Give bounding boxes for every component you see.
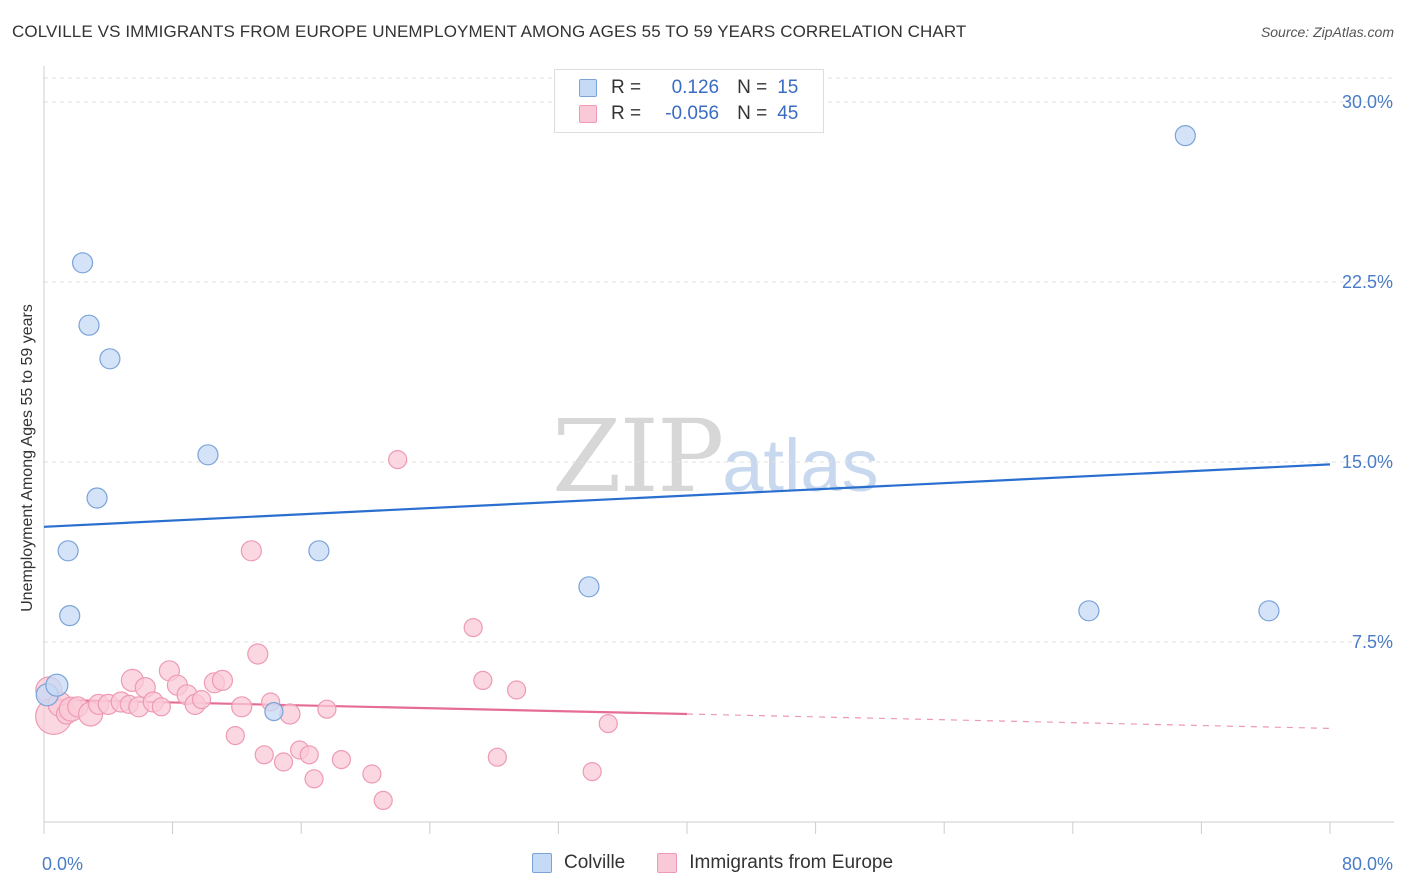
immigrants-point-44 — [598, 713, 618, 734]
data-points — [35, 125, 1280, 811]
y-tick-label-3: 30.0% — [1342, 92, 1393, 112]
y-tick-label-0: 7.5% — [1352, 632, 1393, 652]
colville-point-8 — [197, 444, 219, 466]
colville-point-10 — [308, 540, 330, 562]
immigrants-point-25 — [240, 540, 262, 562]
colville-point-6 — [86, 487, 108, 509]
colville-point-9 — [264, 701, 284, 722]
colville-point-2 — [57, 540, 79, 562]
immigrants-n-label: N = — [737, 103, 768, 124]
colville-legend-label: Colville — [564, 852, 626, 873]
immigrants-point-22 — [211, 669, 234, 692]
immigrants-point-35 — [331, 749, 351, 770]
immigrants-point-29 — [273, 752, 294, 772]
immigrants-swatch — [579, 105, 597, 123]
immigrants-trend-extension — [686, 713, 1331, 729]
immigrants-point-43 — [582, 761, 602, 782]
colville-point-14 — [1258, 600, 1280, 622]
colville-point-13 — [1174, 125, 1196, 147]
immigrants-r-value: -0.056 — [665, 103, 720, 124]
immigrants-point-41 — [487, 747, 507, 767]
immigrants-point-33 — [304, 769, 324, 789]
immigrants-point-36 — [362, 764, 382, 784]
y-tick-label-1: 15.0% — [1342, 452, 1393, 472]
immigrants-point-38 — [388, 450, 408, 470]
chart-title: COLVILLE VS IMMIGRANTS FROM EUROPE UNEMP… — [12, 22, 967, 41]
immigrants-point-42 — [507, 680, 527, 700]
colville-point-7 — [99, 348, 121, 370]
colville-point-1 — [45, 673, 69, 697]
legend-row-immigrants: R = -0.056 N = 45 — [579, 101, 798, 127]
immigrants-point-20 — [191, 689, 212, 710]
immigrants-point-39 — [463, 617, 483, 638]
immigrants-point-15 — [151, 697, 171, 717]
colville-trend-line — [43, 463, 1331, 528]
colville-point-5 — [78, 314, 100, 336]
immigrants-point-23 — [225, 725, 245, 746]
colville-point-12 — [1078, 600, 1100, 622]
immigrants-point-37 — [373, 790, 393, 811]
y-tick-label-2: 22.5% — [1342, 272, 1393, 292]
colville-point-4 — [71, 252, 94, 274]
trend-lines — [43, 463, 1331, 729]
source-credit: Source: ZipAtlas.com — [1260, 24, 1394, 40]
colville-n-value: 15 — [777, 77, 799, 98]
tick-labels: 7.5% 15.0% 22.5% 30.0% 0.0% 80.0% — [42, 92, 1393, 874]
immigrants-point-26 — [247, 643, 269, 665]
immigrants-point-34 — [317, 699, 337, 719]
immigrants-n-value: 45 — [777, 103, 799, 124]
immigrants-point-27 — [254, 745, 274, 765]
x-tick-label-0: 0.0% — [42, 854, 83, 874]
stats-legend: R = 0.126 N = 15 R = -0.056 N = 45 — [554, 69, 824, 133]
legend-row-colville: R = 0.126 N = 15 — [579, 75, 798, 101]
series-legend: Colville Immigrants from Europe — [532, 852, 893, 874]
colville-r-label: R = — [611, 77, 642, 98]
colville-point-3 — [59, 604, 81, 627]
immigrants-r-label: R = — [611, 103, 642, 124]
immigrants-point-40 — [473, 670, 493, 691]
colville-n-label: N = — [737, 77, 768, 98]
x-tick-label-1: 80.0% — [1342, 854, 1393, 874]
colville-swatch — [579, 79, 597, 97]
immigrants-point-24 — [231, 696, 253, 718]
immigrants-legend-label: Immigrants from Europe — [689, 852, 894, 873]
colville-point-11 — [578, 576, 600, 598]
axes — [43, 66, 1394, 834]
immigrants-point-32 — [299, 745, 319, 765]
immigrants-legend-swatch — [657, 853, 678, 873]
colville-r-value: 0.126 — [671, 77, 720, 98]
colville-legend-swatch — [532, 853, 552, 873]
